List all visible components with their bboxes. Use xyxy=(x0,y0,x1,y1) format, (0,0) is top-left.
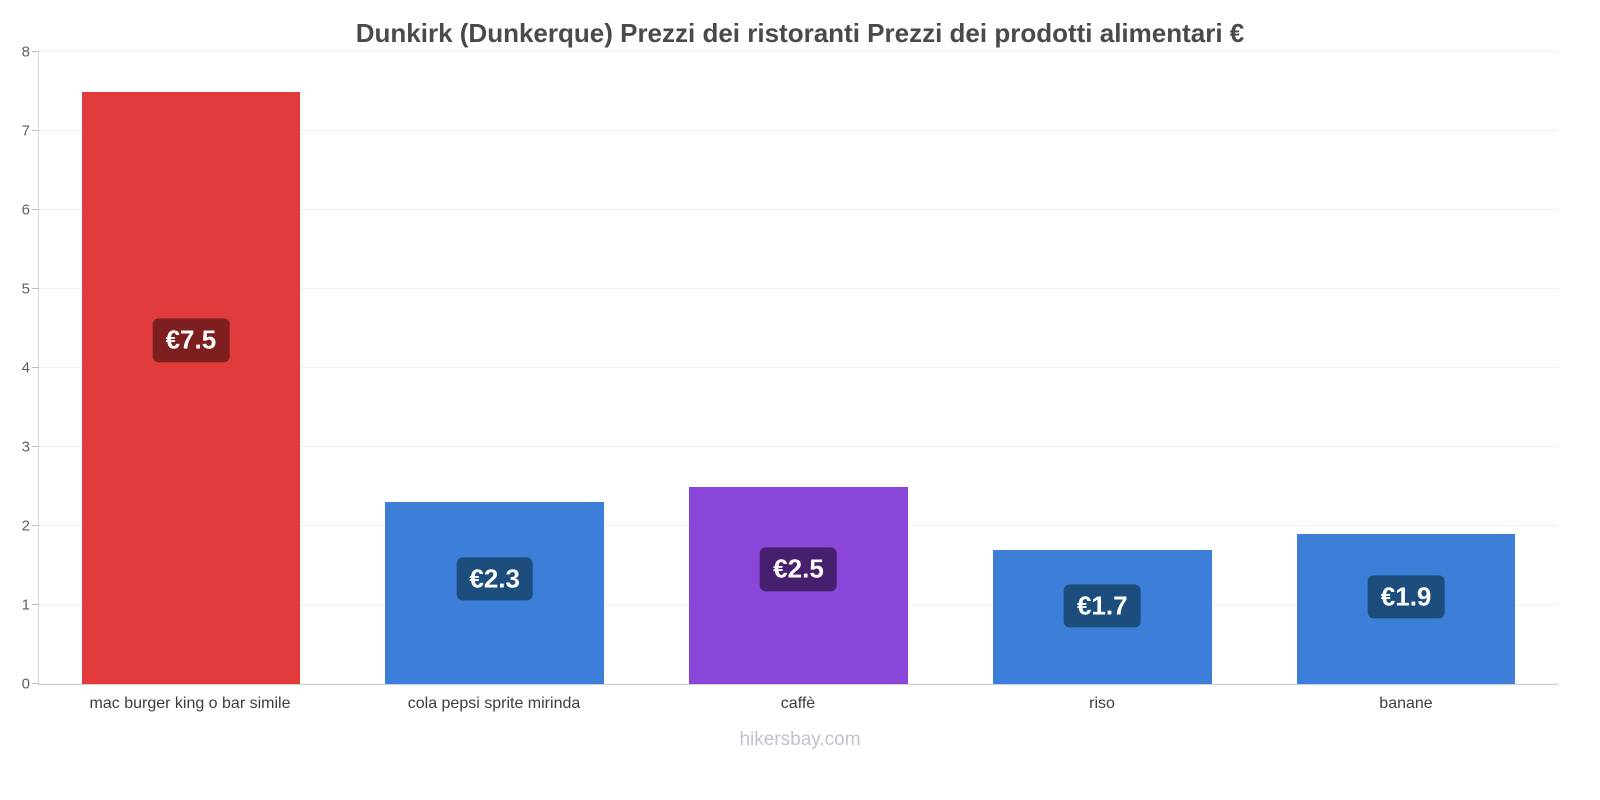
y-tick-label: 7 xyxy=(21,122,30,140)
bar: €1.9 xyxy=(1296,533,1516,684)
x-axis-label: caffè xyxy=(780,695,816,712)
gridline xyxy=(39,446,1558,447)
x-axis-label: cola pepsi sprite mirinda xyxy=(407,695,581,712)
y-tick-label: 3 xyxy=(21,438,30,456)
bar-column: €7.5 xyxy=(39,52,343,684)
bar-value-label: €1.7 xyxy=(1063,584,1141,628)
bar: €2.3 xyxy=(385,502,605,684)
gridline xyxy=(39,209,1558,210)
bar-column: €2.3 xyxy=(343,52,647,684)
x-axis-labels: mac burger king o bar simile cola pepsi s… xyxy=(38,695,1558,713)
bar-column: €2.5 xyxy=(647,52,951,684)
gridline xyxy=(39,367,1558,368)
y-tick-mark xyxy=(32,683,39,684)
bar: €7.5 xyxy=(81,91,301,684)
y-tick-label: 8 xyxy=(21,43,30,61)
bar-column: €1.9 xyxy=(1254,52,1558,684)
footer-link[interactable]: hikersbay.com xyxy=(739,729,861,750)
x-axis-label: mac burger king o bar simile xyxy=(89,695,291,712)
y-tick-mark xyxy=(32,446,39,447)
gridline xyxy=(39,130,1558,131)
chart-title: Dunkirk (Dunkerque) Prezzi dei ristorant… xyxy=(355,18,1245,48)
y-tick-mark xyxy=(32,367,39,368)
gridline xyxy=(39,51,1558,52)
y-tick-mark xyxy=(32,604,39,605)
y-tick-label: 6 xyxy=(21,201,30,219)
bar-column: €1.7 xyxy=(950,52,1254,684)
bar-value-label: €2.3 xyxy=(456,557,533,601)
bar: €1.7 xyxy=(992,549,1212,684)
bar-value-label: €1.9 xyxy=(1367,575,1445,619)
y-tick-label: 4 xyxy=(21,359,30,377)
y-tick-mark xyxy=(32,51,39,52)
bars: €7.5 €2.3 €2.5 €1.7 €1.9 xyxy=(39,52,1558,684)
plot-area: 0 1 2 3 4 5 6 7 8 €7.5 €2.3 €2.5 €1.7 €1.9 xyxy=(22,45,1558,692)
bar-value-label: €2.5 xyxy=(760,547,837,592)
x-axis-label: banane xyxy=(1379,695,1433,712)
bar: €2.5 xyxy=(689,486,908,684)
gridline xyxy=(39,288,1558,289)
y-tick-label: 2 xyxy=(21,517,30,535)
y-tick-label: 1 xyxy=(21,596,30,614)
y-tick-mark xyxy=(32,525,39,526)
y-tick-mark xyxy=(32,209,39,210)
y-tick-mark xyxy=(32,130,39,131)
x-axis-label: riso xyxy=(1089,695,1115,712)
bar-value-label: €7.5 xyxy=(152,318,230,362)
y-tick-mark xyxy=(32,288,39,289)
y-tick-label: 5 xyxy=(21,280,30,298)
y-tick-label: 0 xyxy=(21,675,30,693)
